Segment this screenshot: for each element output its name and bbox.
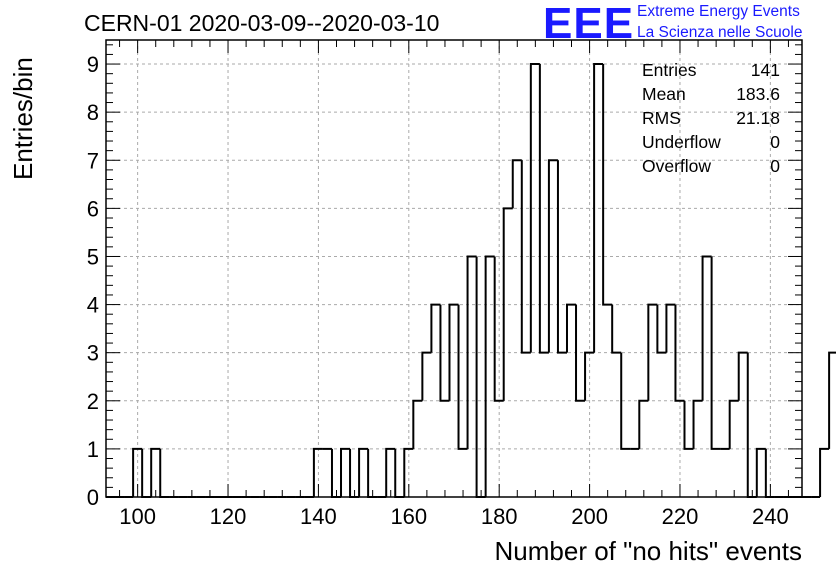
stats-row-underflow: Underflow 0 (642, 130, 780, 154)
stats-row-mean: Mean 183.6 (642, 82, 780, 106)
stats-value: 141 (750, 60, 780, 80)
histogram-bin (349, 448, 360, 498)
x-tick-label: 200 (571, 504, 608, 529)
histogram-bin (565, 303, 577, 353)
stats-label: Entries (642, 60, 697, 80)
histogram-bin (412, 399, 423, 449)
histogram-bin (556, 160, 567, 354)
histogram-bin (819, 447, 830, 497)
logo-text-line1: Extreme Energy Events (637, 3, 800, 20)
y-tick-label: 9 (87, 52, 99, 77)
histogram-bin (529, 63, 540, 353)
histogram-bin (584, 351, 595, 401)
histogram-bin (656, 304, 667, 354)
y-tick-label: 3 (87, 341, 99, 366)
y-tick-label: 4 (87, 293, 99, 318)
y-axis-label: Entries/bin (8, 57, 38, 180)
histogram-bin (358, 447, 369, 497)
x-tick-label: 100 (119, 504, 156, 529)
y-tick-label: 1 (87, 437, 99, 462)
stats-label: Overflow (642, 156, 712, 176)
histogram-bin (385, 447, 396, 497)
plot-border (105, 39, 803, 498)
y-tick-label: 7 (87, 148, 99, 173)
histogram-bin (150, 447, 161, 497)
histogram-bin (511, 159, 522, 209)
histogram-bin (403, 447, 414, 497)
y-tick-label: 0 (87, 485, 99, 510)
histogram-bin (593, 63, 604, 353)
histogram-bin (448, 303, 459, 401)
x-tick-label: 220 (662, 504, 699, 529)
stats-value: 0 (770, 132, 780, 152)
histogram-bin (620, 352, 631, 450)
histogram-bin (457, 304, 468, 450)
histogram-bin (611, 304, 622, 354)
stats-row-overflow: Overflow 0 (642, 154, 780, 178)
histogram-bin (737, 351, 748, 401)
histogram-bin (484, 255, 495, 497)
x-tick-label: 120 (210, 504, 247, 529)
stats-label: Mean (642, 84, 686, 104)
histogram-bin (312, 447, 323, 497)
x-tick-label: 160 (390, 504, 427, 529)
plot-frame (105, 39, 803, 498)
histogram-bin (547, 159, 558, 353)
y-tick-label: 5 (87, 244, 99, 269)
histogram-bin (421, 351, 432, 401)
x-tick-label: 140 (300, 504, 337, 529)
y-axis: 0 1 2 3 4 5 6 7 8 9 (87, 44, 802, 510)
stats-value: 183.6 (736, 84, 780, 104)
histogram-bin (755, 447, 766, 497)
histogram-bin (132, 447, 143, 497)
histogram-bin (710, 256, 721, 450)
y-tick-label: 8 (87, 100, 99, 125)
histogram-bin (602, 64, 613, 306)
stats-label: Underflow (642, 132, 721, 152)
stats-row-rms: RMS 21.18 (642, 106, 780, 130)
histogram-bin (502, 207, 513, 401)
x-tick-label: 180 (481, 504, 518, 529)
grid-lines (106, 40, 802, 497)
histogram-bin (828, 351, 836, 449)
stats-box: Entries 141 Mean 183.6 RMS 21.18 Underfl… (642, 58, 780, 178)
histogram-bin (728, 399, 739, 449)
x-axis-label: Number of "no hits" events (494, 536, 803, 566)
histogram-bin (638, 399, 649, 449)
histogram-bin (493, 256, 504, 402)
histogram-bin (159, 448, 170, 498)
stats-value: 0 (770, 156, 780, 176)
stats-value: 21.18 (736, 108, 780, 128)
y-tick-label: 2 (87, 389, 99, 414)
eee-logo-icon: EEE (543, 0, 635, 48)
histogram-bin (475, 256, 486, 498)
histogram-bin (538, 64, 549, 354)
histogram-bin (367, 448, 378, 498)
histogram-bin (430, 303, 441, 353)
histogram-bin (701, 255, 712, 401)
histogram-bin (683, 400, 694, 450)
histogram-bin (394, 448, 405, 498)
x-axis: 100 120 140 160 180 200 220 240 (119, 40, 789, 529)
x-tick-label: 240 (752, 504, 789, 529)
stats-row-entries: Entries 141 (642, 58, 780, 82)
histogram-bin (692, 399, 703, 449)
histogram-bin (466, 255, 477, 449)
histogram-bin (439, 304, 450, 402)
histogram-bin (520, 160, 531, 354)
histogram-bin (674, 304, 685, 402)
histogram-bin (141, 448, 152, 498)
y-tick-label: 6 (87, 196, 99, 221)
histogram-bin (665, 303, 676, 353)
histogram-bin (330, 448, 342, 498)
histogram-bin (746, 352, 757, 498)
stats-label: RMS (642, 108, 681, 128)
histogram-bin (340, 447, 351, 497)
histogram-bin (647, 303, 658, 401)
logo-text-line2: La Scienza nelle Scuole (637, 24, 803, 41)
chart-title: CERN-01 2020-03-09--2020-03-10 (84, 10, 440, 36)
histogram-bin (575, 304, 586, 402)
